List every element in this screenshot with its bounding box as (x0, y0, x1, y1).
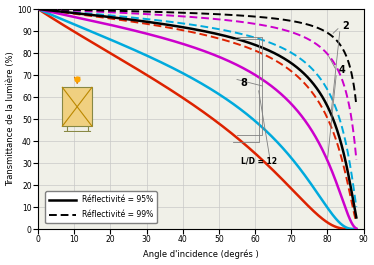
Text: L/D = 12: L/D = 12 (240, 156, 277, 165)
Text: 8: 8 (240, 78, 248, 88)
Legend: Réflectivité = 95%, Réflectivité = 99%: Réflectivité = 95%, Réflectivité = 99% (45, 191, 157, 223)
X-axis label: Angle d'incidence (degrés ): Angle d'incidence (degrés ) (143, 250, 259, 259)
Text: 2: 2 (342, 21, 349, 31)
Y-axis label: Transmittance de la lumière (%): Transmittance de la lumière (%) (6, 52, 15, 187)
Text: 4: 4 (338, 65, 345, 75)
